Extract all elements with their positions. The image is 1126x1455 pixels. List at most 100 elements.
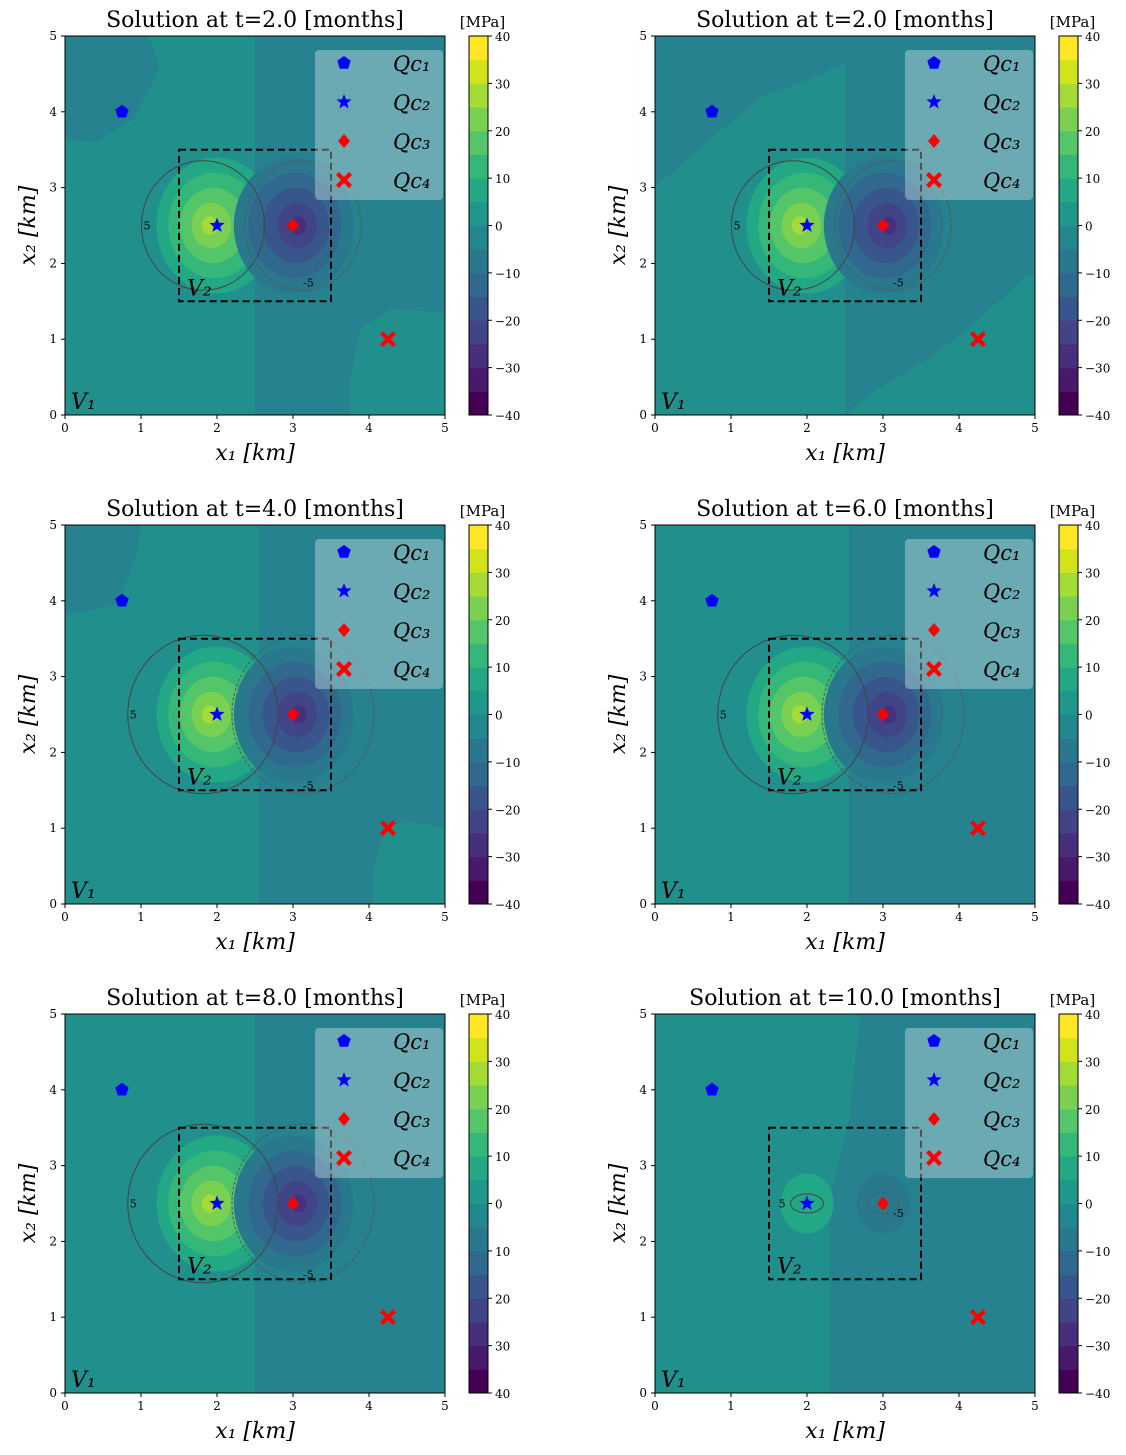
y-tick-label: 2 [49, 1234, 57, 1248]
colorbar-band [469, 1037, 488, 1062]
legend-label: Qc₄ [393, 169, 430, 193]
x-tick-label: 4 [955, 910, 963, 924]
legend-label: Qc₁ [983, 52, 1020, 76]
x-tick-label: 3 [879, 1399, 887, 1413]
plot-area: 5 -5 V₁ V₂ Qc₁ Qc₂ Qc₃ Qc₄ [655, 525, 1035, 904]
chart-title: Solution at t=6.0 [months] [696, 497, 994, 522]
legend-label: Qc₂ [983, 1069, 1020, 1093]
x-tick-label: 1 [727, 1399, 735, 1413]
colorbar-tick-label: 10 [495, 661, 510, 675]
colorbar-band [1059, 596, 1078, 621]
y-tick-label: 3 [639, 670, 647, 684]
contour-line-positive [717, 634, 869, 795]
colorbar-tick-label: −30 [495, 362, 520, 376]
colorbar-band [1059, 59, 1078, 84]
x-tick-label: 5 [1031, 1399, 1039, 1413]
colorbar-band [1059, 1085, 1078, 1110]
point-marker-qc3 [287, 1196, 299, 1211]
x-axis-label: x₁ [km] [805, 930, 885, 955]
region-label-v2: V₂ [187, 765, 212, 790]
legend: Qc₁ Qc₂ Qc₃ Qc₄ [905, 539, 1033, 689]
point-marker-qc4 [380, 1309, 396, 1326]
chart-title: Solution at t=2.0 [months] [106, 8, 404, 33]
y-tick-label: 0 [49, 897, 57, 911]
y-tick-label: 2 [49, 745, 57, 759]
y-tick-label: 5 [639, 29, 647, 43]
colorbar-band [1059, 1037, 1078, 1062]
legend-label: Qc₂ [393, 580, 430, 604]
colorbar-tick-label: −10 [495, 756, 520, 770]
colorbar-tick-label: 30 [495, 77, 510, 91]
point-marker-qc2 [209, 1195, 225, 1210]
point-marker-qc4 [380, 331, 396, 348]
legend-label: Qc₃ [393, 619, 430, 643]
colorbar-tick-label: 10 [495, 1150, 510, 1164]
colorbar-tick-label: −30 [1085, 851, 1110, 865]
legend-frame [315, 539, 443, 689]
y-tick-label: 3 [49, 1159, 57, 1173]
point-marker-qc2 [799, 706, 815, 721]
x-tick-label: 5 [441, 910, 449, 924]
colorbar-band [1059, 690, 1078, 715]
plot-area: 5 -5 V₁ V₂ Qc₁ Qc₂ Qc₃ Qc₄ [65, 36, 445, 415]
x-tick-label: 4 [955, 421, 963, 435]
region-label-v1: V₁ [71, 879, 96, 904]
x-tick-label: 1 [137, 910, 145, 924]
colorbar-tick-label: 40 [1085, 519, 1100, 533]
x-tick-label: 2 [213, 910, 221, 924]
legend-marker [927, 1034, 941, 1047]
colorbar-tick-label: −10 [1085, 756, 1110, 770]
panel-6: 5 -5 V₁ V₂ Qc₁ Qc₂ Qc₃ Qc₄ 0 1 2 3 4 5 0 1 2 3 4 5 Solution … [606, 986, 1110, 1444]
legend-label: Qc₂ [983, 91, 1020, 115]
legend-marker [338, 1112, 350, 1126]
colorbar-band [469, 391, 488, 416]
colorbar-tick-label: 40 [1085, 1008, 1100, 1022]
legend: Qc₁ Qc₂ Qc₃ Qc₄ [905, 1028, 1033, 1178]
contour-line-positive [127, 634, 279, 795]
colorbar-band [469, 1227, 488, 1252]
y-tick-label: 5 [49, 29, 57, 43]
colorbar-tick-label: 0 [495, 709, 503, 723]
y-axis-label: x₂ [km] [606, 674, 631, 754]
colorbar-band [1059, 367, 1078, 392]
legend-marker [336, 583, 352, 598]
y-tick-label: 1 [49, 332, 57, 346]
x-tick-label: 0 [651, 910, 659, 924]
colorbar-band [1059, 572, 1078, 597]
subdomain-box [178, 1126, 332, 1281]
region-label-v2: V₂ [777, 276, 802, 301]
colorbar-band [1059, 1179, 1078, 1204]
contour-line-positive [730, 160, 856, 291]
colorbar-tick-label: 20 [495, 1103, 510, 1117]
x-tick-label: 3 [879, 421, 887, 435]
colorbar-band [1059, 667, 1078, 692]
legend-marker [338, 623, 350, 637]
colorbar-band [1059, 36, 1078, 61]
contour-label: 5 [130, 709, 137, 722]
colorbar: 40 30 20 10 0 −10 −20 −30 −40 [MPa] [1050, 13, 1111, 423]
colorbar-band [1059, 343, 1078, 369]
x-tick-label: 4 [365, 1399, 373, 1413]
colorbar-band [469, 785, 488, 810]
x-tick-label: 2 [803, 1399, 811, 1413]
colorbar-band [469, 1179, 488, 1204]
y-tick-label: 4 [639, 105, 647, 119]
region-label-v1: V₁ [71, 1368, 96, 1393]
colorbar-tick-label: 20 [1085, 125, 1100, 139]
x-tick-label: 2 [803, 421, 811, 435]
colorbar-band [1059, 225, 1078, 250]
colorbar-tick-label: −40 [1085, 1387, 1110, 1401]
chart-title: Solution at t=10.0 [months] [689, 986, 1001, 1011]
colorbar-band [1059, 880, 1078, 905]
y-axis-label: x₂ [km] [16, 185, 41, 265]
colorbar-tick-label: 20 [495, 614, 510, 628]
colorbar-band [1059, 809, 1078, 834]
legend-marker [928, 623, 940, 637]
y-tick-label: 0 [49, 1386, 57, 1400]
y-tick-label: 4 [49, 1083, 57, 1097]
x-tick-label: 2 [803, 910, 811, 924]
colorbar-band [469, 1250, 488, 1276]
colorbar-band [469, 667, 488, 692]
colorbar-band [469, 738, 488, 763]
